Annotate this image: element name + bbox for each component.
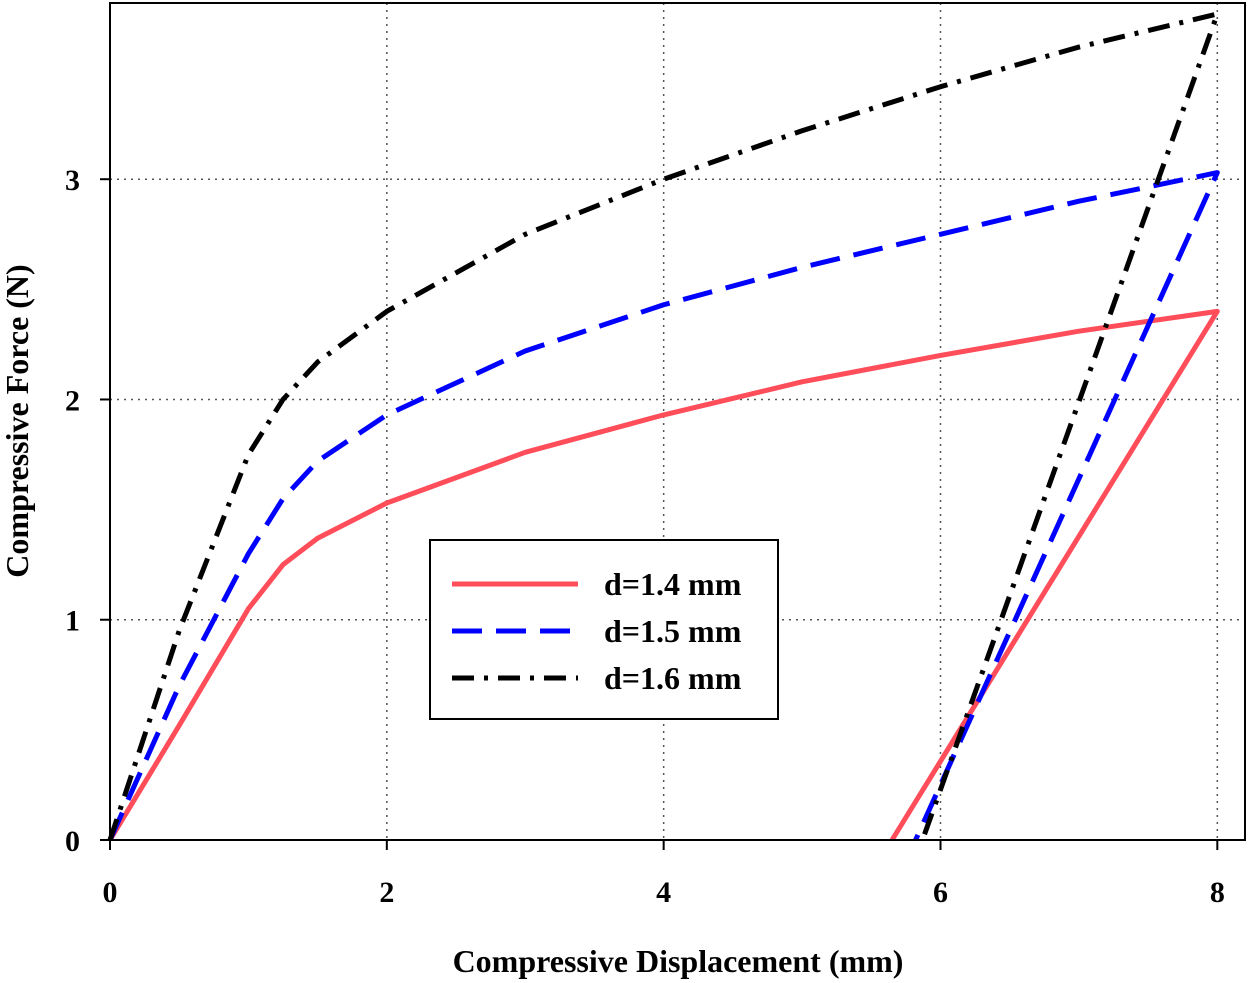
x-axis-label: Compressive Displacement (mm) [453,943,904,979]
legend-label: d=1.5 mm [604,613,742,649]
series-line-2 [107,170,1220,842]
x-tick-label: 4 [656,876,671,909]
legend-label: d=1.4 mm [604,566,742,602]
x-tick-label: 0 [103,876,118,909]
x-tick-label: 8 [1210,876,1225,909]
legend: d=1.4 mm d=1.5 mm d=1.6 mm [429,539,779,720]
series-line-1 [107,308,1220,842]
series-line-3 [107,11,1220,841]
series-lines [107,11,1220,842]
y-tick-label: 1 [65,605,80,638]
y-tick-label: 0 [65,825,80,858]
y-tick-label: 3 [65,164,80,197]
y-axis-label: Compressive Force (N) [0,264,35,577]
x-tick-label: 2 [379,876,394,909]
legend-box [429,539,779,720]
ticks: 0 2 4 6 8 0 1 2 3 [65,164,1225,909]
y-tick-label: 2 [65,384,80,417]
legend-label: d=1.6 mm [604,660,742,696]
plot-frame [109,2,1246,841]
x-tick-label: 6 [933,876,948,909]
